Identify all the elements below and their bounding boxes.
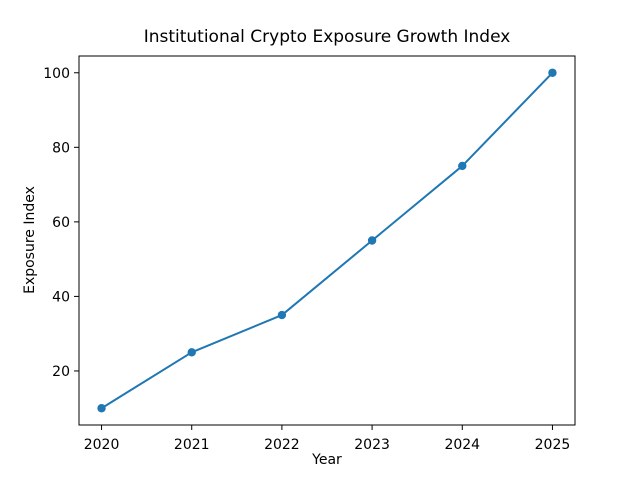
plot-border (78, 55, 576, 426)
x-tick-label: 2023 (354, 437, 390, 453)
x-tick-label: 2024 (444, 437, 480, 453)
chart-title: Institutional Crypto Exposure Growth Ind… (143, 27, 511, 47)
y-axis-label: Exposure Index (22, 186, 38, 294)
x-tick-label: 2025 (535, 437, 571, 453)
data-point-marker (367, 236, 377, 245)
x-tick-label: 2022 (264, 437, 300, 453)
data-point-marker (97, 404, 106, 413)
y-tick-label: 60 (52, 215, 70, 231)
x-tick-label: 2021 (174, 437, 210, 453)
data-point-marker (277, 310, 287, 320)
data-point-marker (458, 161, 467, 171)
data-point-marker (187, 348, 196, 357)
y-tick-label: 40 (52, 289, 70, 305)
x-axis-label: Year (312, 452, 342, 468)
data-point-marker (548, 68, 557, 77)
y-tick-label: 80 (52, 140, 70, 156)
data-line (101, 72, 554, 410)
x-tick-label: 2020 (84, 437, 120, 453)
y-tick-label: 20 (52, 364, 70, 380)
y-tick-label: 100 (43, 66, 70, 82)
